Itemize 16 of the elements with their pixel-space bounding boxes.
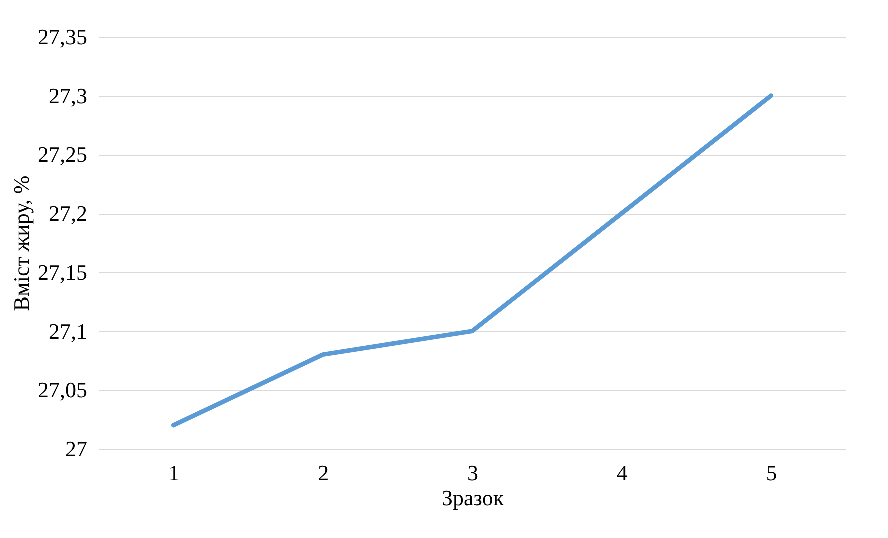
y-tick-label: 27 [66, 436, 88, 462]
y-axis-title: Вміст жиру, % [9, 176, 34, 312]
y-tick-label: 27,35 [38, 24, 88, 50]
y-tick-label: 27,3 [49, 83, 88, 108]
y-tick-label: 27,25 [38, 142, 88, 168]
x-tick-label: 3 [468, 460, 478, 486]
x-tick-label: 1 [168, 460, 180, 486]
y-tick-label: 27,1 [49, 318, 88, 344]
x-tick-label: 4 [616, 460, 628, 486]
y-tick-label: 27,05 [38, 378, 88, 403]
y-tick-label: 27,15 [38, 260, 88, 285]
y-tick-label: 27,2 [49, 201, 88, 226]
x-tick-label: 5 [766, 460, 778, 486]
x-tick-label: 2 [318, 460, 330, 486]
line-series [171, 94, 774, 428]
x-axis-title: Зразок [442, 486, 504, 510]
